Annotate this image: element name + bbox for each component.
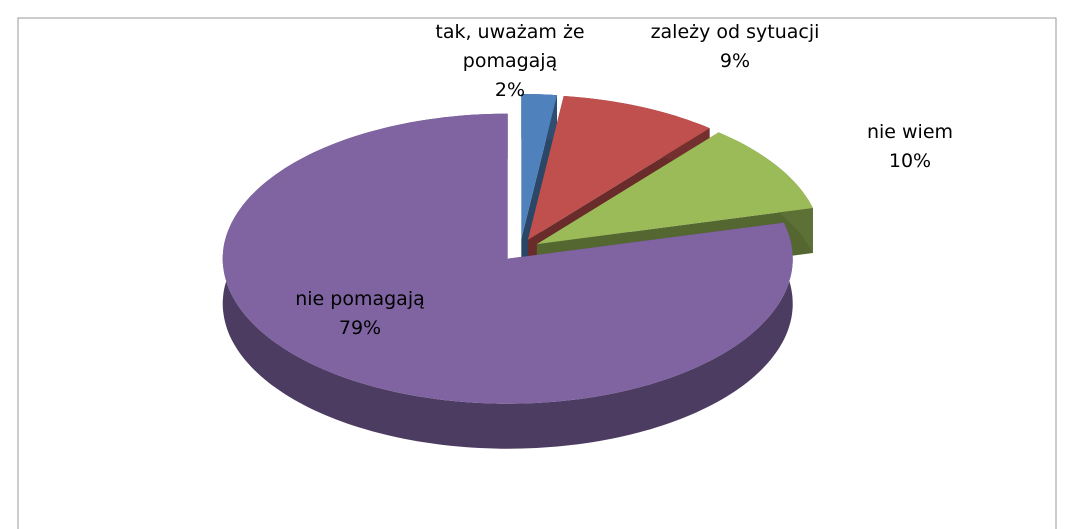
value-label: 9% <box>719 50 751 72</box>
value-label: 2% <box>494 79 526 101</box>
value-label: 10% <box>888 150 932 172</box>
data-label: zależy od sytuacji 9% <box>620 18 850 76</box>
slice <box>527 96 710 240</box>
slice <box>521 94 557 239</box>
category-label: zależy od sytuacji <box>650 21 820 43</box>
data-label: tak, uważam że pomagają 2% <box>415 18 605 105</box>
data-label: nie wiem 10% <box>840 118 980 176</box>
chart-border <box>17 17 1057 529</box>
value-label: 79% <box>338 317 382 339</box>
category-label: nie wiem <box>866 121 954 143</box>
category-label: tak, uważam że pomagają <box>435 21 585 72</box>
category-label: nie pomagają <box>295 288 425 310</box>
slice <box>222 113 793 404</box>
slice <box>536 132 813 245</box>
data-label: nie pomagają 79% <box>250 285 470 343</box>
